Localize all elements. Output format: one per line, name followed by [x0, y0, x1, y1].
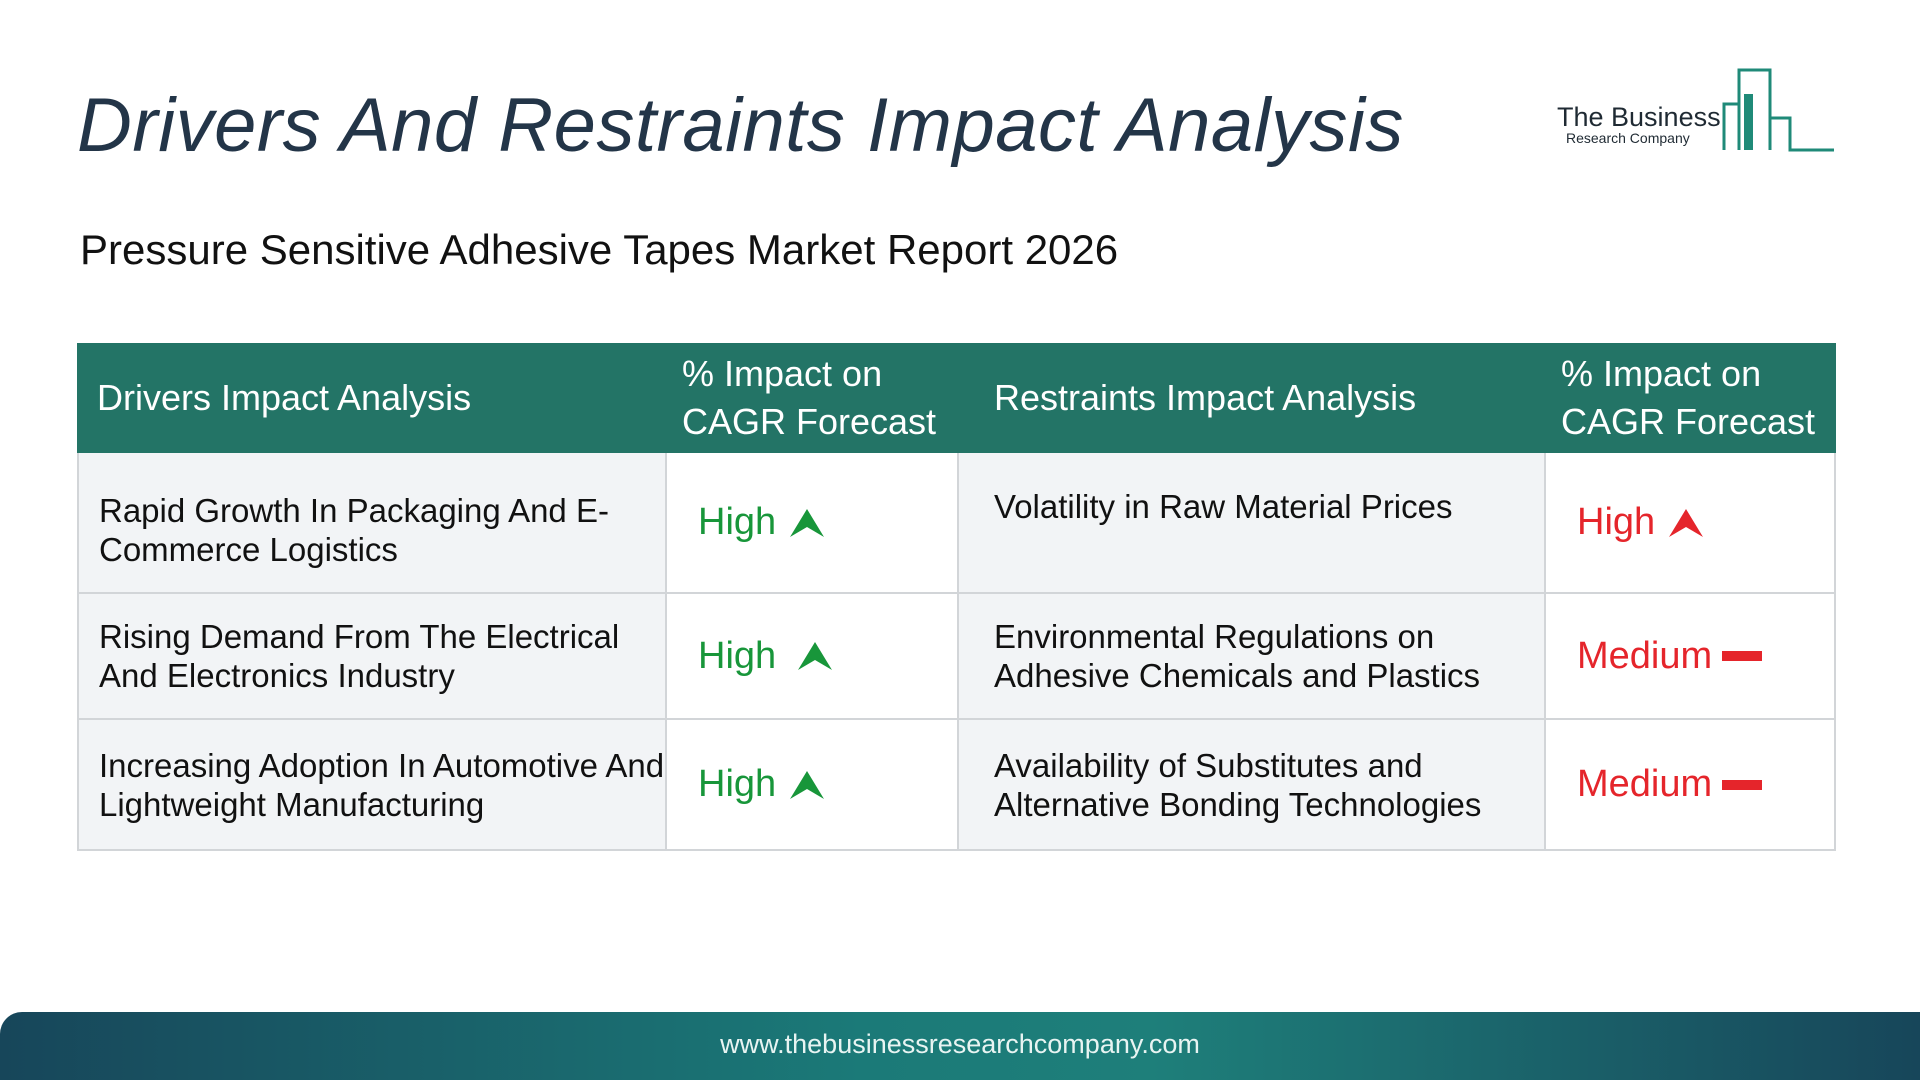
restraint-text: Environmental Regulations on Adhesive Ch…	[994, 618, 1481, 694]
driver-cell: Rising Demand From The Electrical And El…	[77, 594, 667, 720]
header-restraints-impact: % Impact on CAGR Forecast	[1546, 343, 1836, 453]
arrow-up-icon	[790, 770, 825, 799]
restraint-impact: Medium	[1577, 634, 1763, 677]
driver-impact-label: High	[698, 763, 777, 805]
driver-impact-cell: High	[667, 453, 959, 594]
driver-text: Increasing Adoption In Automotive And Li…	[99, 746, 665, 823]
restraint-impact: Medium	[1577, 763, 1763, 805]
driver-text: Rising Demand From The Electrical And El…	[99, 618, 620, 694]
driver-cell: Increasing Adoption In Automotive And Li…	[77, 720, 667, 851]
header-drivers-label: Drivers Impact Analysis	[97, 377, 472, 418]
restraint-impact-label: Medium	[1577, 634, 1713, 677]
restraint-text: Availability of Substitutes and Alternat…	[994, 746, 1482, 823]
header-restraints: Restraints Impact Analysis	[959, 343, 1546, 453]
restraint-impact-label: High	[1577, 501, 1656, 543]
restraint-cell: Availability of Substitutes and Alternat…	[959, 720, 1546, 851]
dash-icon	[1722, 779, 1763, 790]
logo-tagline: Research Company	[1566, 130, 1690, 146]
restraint-impact-cell: Medium	[1546, 594, 1836, 720]
header-drivers-impact: % Impact on CAGR Forecast	[667, 343, 959, 453]
arrow-up-icon	[790, 508, 825, 537]
restraint-impact-cell: Medium	[1546, 720, 1836, 851]
logo-buildings-icon	[1722, 68, 1834, 152]
arrow-up-icon	[1669, 508, 1704, 537]
report-subtitle: Pressure Sensitive Adhesive Tapes Market…	[80, 226, 1119, 273]
restraint-impact: High	[1577, 501, 1704, 543]
footer-bar: www.thebusinessresearchcompany.com	[0, 1012, 1920, 1080]
header-drivers-impact-line2: CAGR Forecast	[682, 401, 937, 442]
logo-name: The Business	[1557, 102, 1721, 132]
restraint-impact-cell: High	[1546, 453, 1836, 594]
driver-impact: High	[698, 634, 833, 677]
header-drivers: Drivers Impact Analysis	[77, 343, 667, 453]
arrow-up-icon	[798, 642, 833, 670]
driver-text: Rapid Growth In Packaging And E-Commerce…	[99, 491, 609, 568]
driver-impact-cell: High	[667, 720, 959, 851]
driver-impact-label: High	[698, 634, 777, 677]
header-drivers-impact-line1: % Impact on	[682, 353, 883, 394]
dash-icon	[1722, 651, 1763, 661]
driver-impact-label: High	[698, 501, 777, 543]
header-restraints-impact-line2: CAGR Forecast	[1561, 401, 1816, 442]
restraint-impact-label: Medium	[1577, 763, 1713, 805]
header-restraints-impact-line1: % Impact on	[1561, 353, 1762, 394]
restraint-text: Volatility in Raw Material Prices	[994, 488, 1453, 525]
restraint-cell: Environmental Regulations on Adhesive Ch…	[959, 594, 1546, 720]
impact-table: Drivers Impact Analysis % Impact on CAGR…	[77, 343, 1836, 851]
company-logo: The Business Research Company	[1554, 66, 1836, 158]
driver-cell: Rapid Growth In Packaging And E-Commerce…	[77, 453, 667, 594]
header-restraints-label: Restraints Impact Analysis	[994, 377, 1417, 418]
page-title: Drivers And Restraints Impact Analysis	[77, 83, 1404, 168]
restraint-cell: Volatility in Raw Material Prices	[959, 453, 1546, 594]
driver-impact-cell: High	[667, 594, 959, 720]
footer-url[interactable]: www.thebusinessresearchcompany.com	[720, 1029, 1200, 1059]
driver-impact: High	[698, 763, 825, 805]
driver-impact: High	[698, 501, 825, 543]
